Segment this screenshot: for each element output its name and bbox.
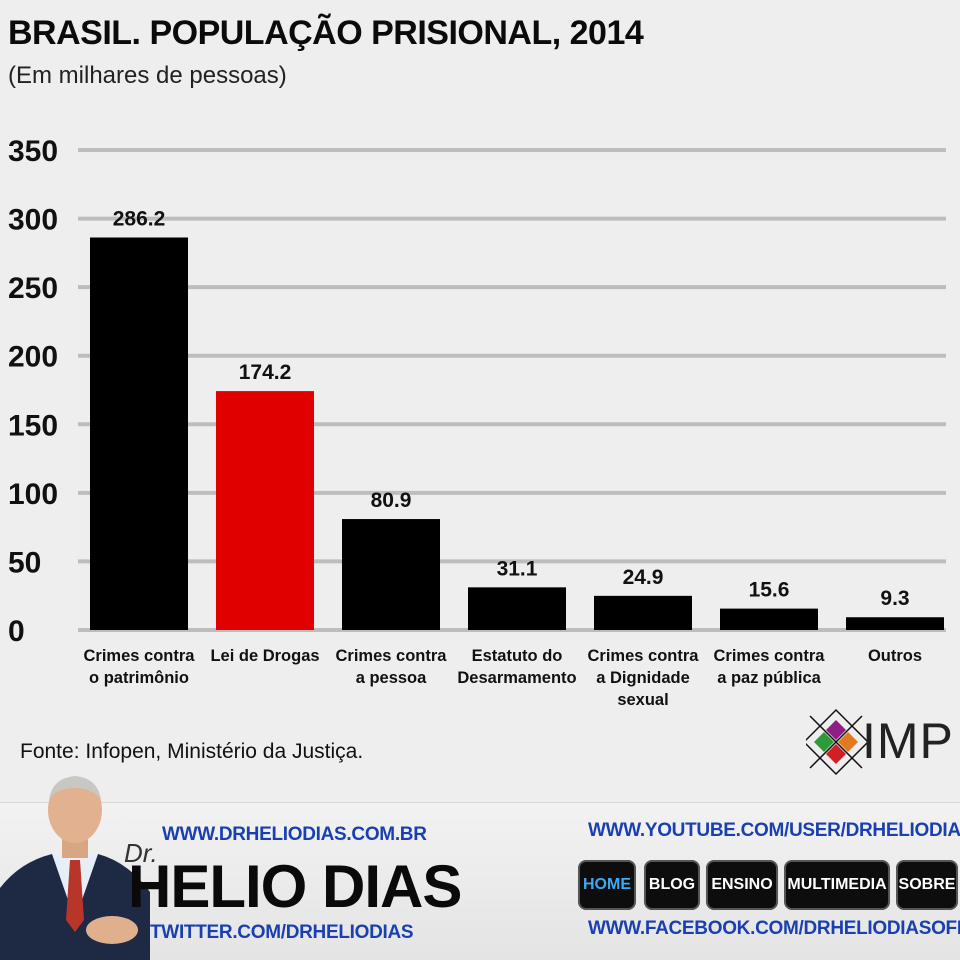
bar [720,608,818,630]
x-category-label: Crimes contra [336,647,448,665]
y-tick-label: 50 [8,546,41,579]
x-category-label: Lei de Drogas [210,647,319,665]
bar [846,617,944,630]
logo-diamond [838,732,858,752]
bar-value-label: 9.3 [880,587,909,610]
bar [342,519,440,630]
bar [90,237,188,631]
nav-multimedia-button[interactable]: MULTIMEDIA [784,860,890,910]
person-photo-icon [0,776,150,960]
brand-prefix: Dr. [124,838,158,868]
bar-value-label: 174.2 [239,361,292,384]
y-tick-label: 0 [8,615,25,648]
y-tick-label: 250 [8,272,58,305]
y-tick-label: 150 [8,409,58,442]
x-category-label: Crimes contra [588,647,700,665]
chart-title: BRASIL. POPULAÇÃO PRISIONAL, 2014 [8,14,644,52]
x-category-label: o patrimônio [89,669,189,687]
x-category-label: Outros [868,647,922,665]
x-category-label: Crimes contra [84,647,196,665]
facebook-link[interactable]: WWW.FACEBOOK.COM/DRHELIODIASOFICIAL [588,918,960,939]
x-category-label: a pessoa [356,669,427,687]
bar-value-label: 286.2 [113,207,166,230]
x-category-label: Desarmamento [457,669,576,687]
x-category-label: Estatuto do [472,647,563,665]
y-tick-label: 300 [8,204,58,237]
bar [216,391,314,630]
logo-text: IMP [862,713,954,769]
bar-value-label: 80.9 [371,489,412,512]
nav-home-button[interactable]: HOME [578,860,636,910]
bar [468,587,566,630]
logo-diamond [826,744,846,764]
website-link[interactable]: WWW.DRHELIODIAS.COM.BR [162,824,427,845]
y-tick-label: 350 [8,135,58,168]
chart-subtitle: (Em milhares de pessoas) [8,62,287,89]
brand-name: HELIO DIAS [128,853,462,920]
bar [594,595,692,630]
logo-lattice [806,708,870,776]
twitter-link[interactable]: TWITTER.COM/DRHELIODIAS [150,922,414,943]
bar-value-label: 31.1 [497,557,538,580]
source-note: Fonte: Infopen, Ministério da Justiça. [20,740,364,763]
bar-value-label: 15.6 [749,579,790,602]
logo-diamond [826,720,846,740]
x-category-label: a paz pública [717,669,821,687]
bar-chart: 0 50 100 150 200 250 300 350 286.2 Crimes contra o… [8,135,946,709]
nav-blog-button[interactable]: BLOG [644,860,700,910]
x-category-label: Crimes contra [714,647,826,665]
logo-diamond [814,732,834,752]
y-tick-label: 100 [8,478,58,511]
bar-value-label: 24.9 [623,566,664,589]
x-category-label: sexual [617,691,668,709]
nav-sobre-button[interactable]: SOBRE [896,860,958,910]
x-category-label: a Dignidade [596,669,690,687]
imp-logo-icon [806,708,870,776]
y-tick-label: 200 [8,341,58,374]
youtube-link[interactable]: WWW.YOUTUBE.COM/USER/DRHELIODIAS [588,820,960,841]
nav-ensino-button[interactable]: ENSINO [706,860,778,910]
